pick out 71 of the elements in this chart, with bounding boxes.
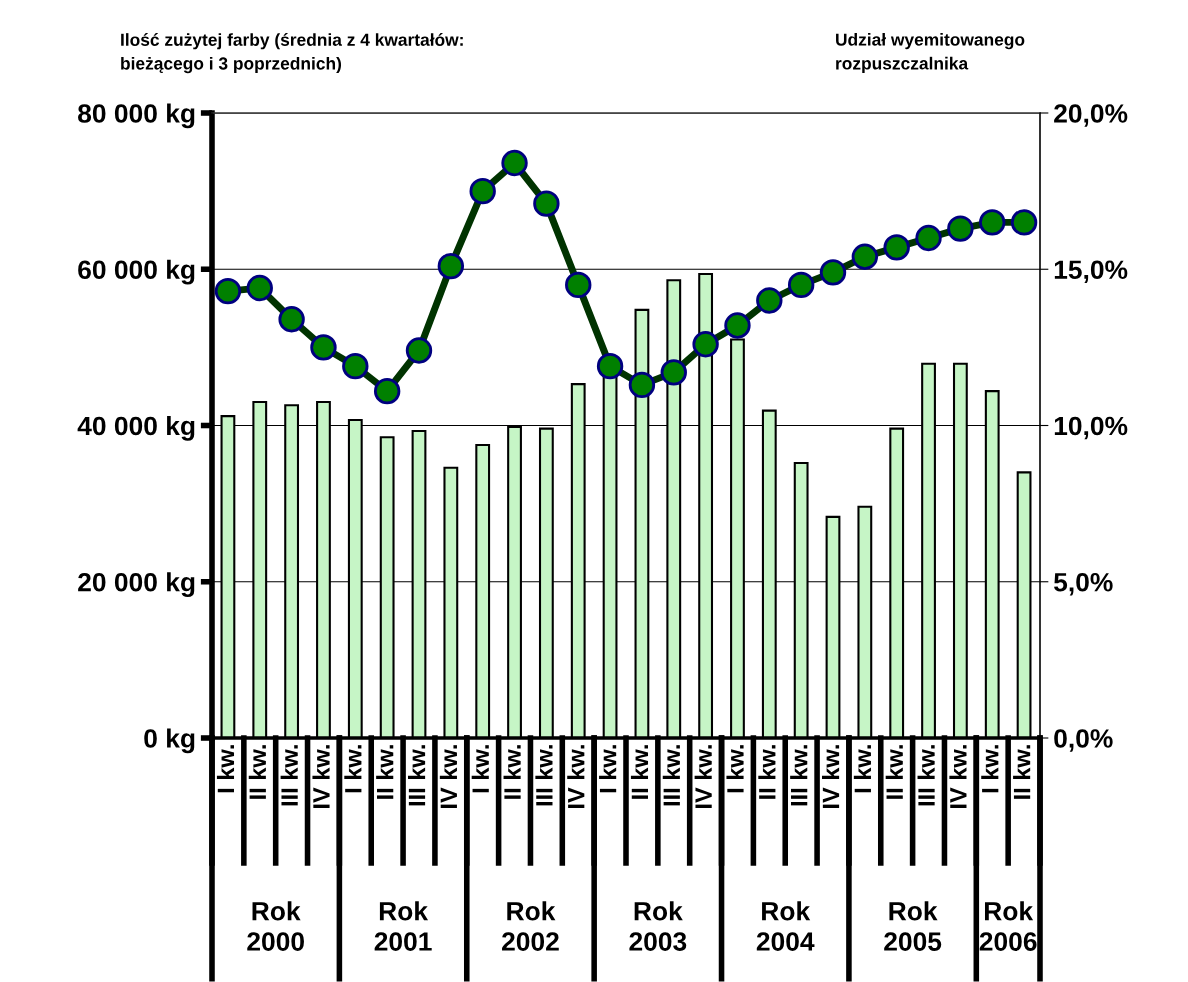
- point: [246, 274, 273, 302]
- point: [660, 359, 687, 386]
- x-tick-label: I kw.: [726, 745, 744, 793]
- x-tick-label: II kw.: [503, 745, 521, 799]
- x-tick-label: II kw.: [376, 745, 394, 799]
- text: Rok 2000: [247, 901, 304, 951]
- point: [437, 252, 465, 280]
- point: [533, 190, 560, 217]
- point: [1010, 209, 1038, 236]
- x-tick-label: II kw.: [248, 745, 266, 799]
- point: [278, 306, 305, 333]
- y2-axis-title: Udział wyemitowanego rozpuszczalnika: [836, 33, 1025, 73]
- x-tick-label: I kw.: [599, 745, 617, 793]
- y-axis-title: Ilość zużytej farby (średnia z 4 kwartałów: bieżącego i 3 poprzednich): [121, 33, 463, 74]
- x-tick-label: II kw.: [885, 745, 903, 799]
- text: Rok 2003: [629, 901, 687, 951]
- x-tick-label: IV kw.: [821, 745, 840, 809]
- point: [342, 352, 369, 380]
- x-tick-label: I kw.: [216, 745, 235, 793]
- point: [565, 271, 592, 299]
- point: [724, 312, 751, 339]
- point: [310, 334, 337, 361]
- point: [947, 215, 974, 242]
- x-tick-label: III kw.: [917, 745, 935, 806]
- point: [787, 271, 815, 299]
- text: Rok 2005: [884, 901, 942, 951]
- point: [469, 177, 496, 205]
- point: [756, 287, 783, 314]
- text: Rok 2004: [756, 901, 815, 951]
- point: [979, 209, 1006, 236]
- x-tick-label: III kw.: [790, 745, 808, 806]
- x-tick-label: II kw.: [630, 745, 649, 799]
- x-tick-label: III kw.: [535, 745, 553, 806]
- y-tick-label: 0 kg: [144, 728, 195, 754]
- x-tick-label: II kw.: [1013, 745, 1031, 799]
- point: [692, 331, 719, 358]
- point: [501, 149, 528, 177]
- point: [883, 234, 910, 261]
- x-tick-label: IV kw.: [439, 745, 457, 809]
- point: [851, 243, 879, 270]
- x-tick-label: IV kw.: [567, 745, 585, 809]
- x-tick-label: I kw.: [344, 745, 362, 793]
- y2-tick-label: 0,0%: [1054, 729, 1113, 752]
- y2-tick-label: 5,0%: [1054, 572, 1113, 596]
- y2-tick-label: 10,0%: [1054, 416, 1128, 440]
- x-tick-label: III kw.: [280, 745, 298, 806]
- y-tick-label: 40 000 kg: [77, 415, 195, 441]
- y2-tick-label: 15,0%: [1054, 260, 1128, 283]
- point: [405, 337, 433, 364]
- point: [596, 352, 624, 380]
- x-tick-label: III kw.: [662, 745, 680, 806]
- text: Rok 2006: [979, 901, 1037, 951]
- point: [373, 377, 401, 405]
- point: [915, 224, 942, 252]
- x-tick-label: IV kw.: [312, 745, 330, 809]
- point: [214, 277, 242, 305]
- y-tick-label: 80 000 kg: [78, 103, 195, 129]
- y-tick-label: 20 000 kg: [78, 572, 195, 597]
- x-tick-label: IV kw.: [694, 745, 712, 809]
- point: [819, 259, 847, 286]
- y2-tick-label: 20,0%: [1054, 104, 1128, 127]
- x-tick-label: I kw.: [981, 745, 999, 793]
- text: Rok 2001: [374, 901, 432, 951]
- text: Rok 2002: [502, 901, 559, 951]
- x-tick-label: II kw.: [758, 745, 776, 799]
- x-tick-label: IV kw.: [949, 745, 967, 809]
- y-tick-label: 60 000 kg: [78, 259, 195, 285]
- x-tick-label: I kw.: [471, 745, 489, 793]
- x-tick-label: I kw.: [853, 745, 871, 793]
- point: [628, 371, 656, 399]
- x-tick-label: III kw.: [407, 745, 426, 806]
